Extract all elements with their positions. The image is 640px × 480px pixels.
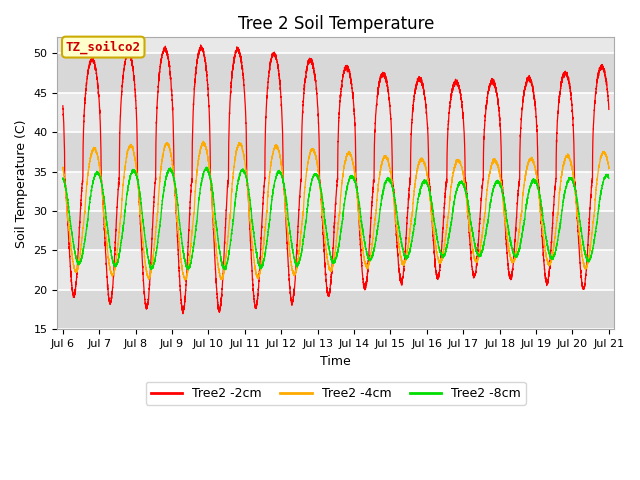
Title: Tree 2 Soil Temperature: Tree 2 Soil Temperature [237,15,434,33]
X-axis label: Time: Time [321,355,351,368]
Bar [58,132,614,171]
Text: TZ_soilco2: TZ_soilco2 [66,40,141,54]
Y-axis label: Soil Temperature (C): Soil Temperature (C) [15,119,28,248]
Bar [58,211,614,251]
Bar [58,53,614,93]
Bar [58,251,614,290]
Bar [58,171,614,211]
Bar [58,93,614,132]
Legend: Tree2 -2cm, Tree2 -4cm, Tree2 -8cm: Tree2 -2cm, Tree2 -4cm, Tree2 -8cm [146,382,526,405]
Bar [58,290,614,329]
